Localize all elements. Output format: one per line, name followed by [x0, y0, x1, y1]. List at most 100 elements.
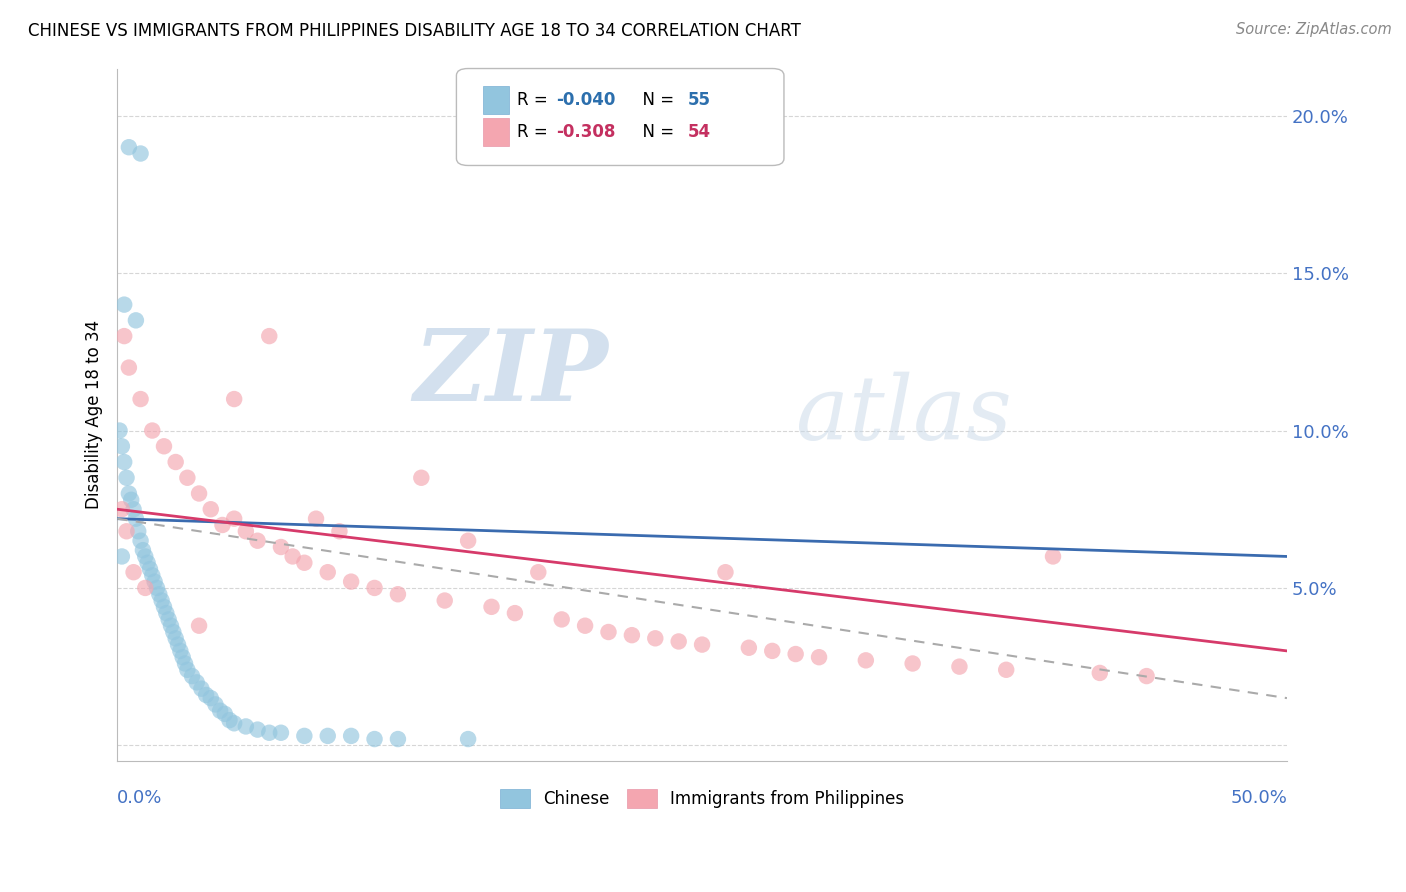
Point [122, 565, 145, 579]
Text: -0.308: -0.308 [555, 123, 616, 141]
Point [188, 618, 211, 632]
Point [115, 524, 138, 539]
Point [1135, 669, 1157, 683]
Point [155, 606, 177, 620]
Point [120, 492, 142, 507]
Point [714, 565, 737, 579]
Point [134, 549, 156, 564]
Point [141, 424, 163, 438]
Point [129, 392, 152, 406]
Point [668, 634, 690, 648]
Point [620, 628, 643, 642]
Point [246, 533, 269, 548]
Text: ZIP: ZIP [413, 325, 609, 422]
Text: R =: R = [517, 123, 553, 141]
Point [195, 688, 218, 702]
Point [162, 625, 184, 640]
Point [141, 568, 163, 582]
Point [259, 329, 281, 343]
Point [108, 424, 131, 438]
Point [738, 640, 761, 655]
Legend: Chinese, Immigrants from Philippines: Chinese, Immigrants from Philippines [494, 782, 911, 815]
Point [574, 618, 596, 632]
Point [118, 486, 141, 500]
Point [127, 524, 149, 539]
Point [235, 719, 257, 733]
Text: 50.0%: 50.0% [1230, 789, 1286, 806]
Point [363, 732, 385, 747]
Point [186, 675, 208, 690]
Point [270, 725, 292, 739]
Point [644, 632, 666, 646]
Point [111, 439, 134, 453]
Point [901, 657, 924, 671]
Point [598, 625, 620, 640]
Point [1088, 665, 1111, 680]
Point [761, 644, 783, 658]
Point [150, 593, 173, 607]
Point [211, 518, 233, 533]
Point [411, 471, 433, 485]
Point [148, 587, 170, 601]
Bar [484, 86, 509, 113]
Point [112, 329, 135, 343]
FancyBboxPatch shape [457, 69, 785, 166]
Point [224, 511, 246, 525]
Point [292, 556, 315, 570]
Point [118, 140, 141, 154]
Point [118, 360, 141, 375]
Point [808, 650, 831, 665]
Point [948, 659, 970, 673]
Point [125, 313, 148, 327]
Point [176, 663, 198, 677]
Point [169, 644, 191, 658]
Point [316, 565, 339, 579]
Point [690, 638, 713, 652]
Point [181, 669, 204, 683]
Point [551, 612, 574, 626]
Point [112, 455, 135, 469]
Point [527, 565, 550, 579]
Text: N =: N = [631, 91, 679, 109]
Point [503, 606, 526, 620]
Text: -0.040: -0.040 [555, 91, 616, 109]
Text: R =: R = [517, 91, 553, 109]
Point [190, 681, 212, 696]
Point [111, 502, 134, 516]
Point [246, 723, 269, 737]
Text: N =: N = [631, 123, 679, 141]
Point [153, 599, 176, 614]
Point [214, 706, 236, 721]
Point [457, 533, 479, 548]
Point [328, 524, 350, 539]
Point [165, 632, 187, 646]
Point [122, 502, 145, 516]
Point [316, 729, 339, 743]
Point [160, 618, 183, 632]
Point [134, 581, 156, 595]
Point [157, 612, 180, 626]
Point [305, 511, 328, 525]
Point [1042, 549, 1064, 564]
Point [172, 650, 194, 665]
Y-axis label: Disability Age 18 to 34: Disability Age 18 to 34 [86, 320, 103, 509]
Text: Source: ZipAtlas.com: Source: ZipAtlas.com [1236, 22, 1392, 37]
Point [259, 725, 281, 739]
Text: 55: 55 [688, 91, 711, 109]
Point [132, 543, 155, 558]
Text: atlas: atlas [796, 371, 1011, 458]
Point [224, 392, 246, 406]
Point [136, 556, 159, 570]
Point [176, 471, 198, 485]
Point [855, 653, 877, 667]
Point [204, 698, 226, 712]
Point [281, 549, 304, 564]
Point [363, 581, 385, 595]
Point [340, 574, 363, 589]
Text: CHINESE VS IMMIGRANTS FROM PHILIPPINES DISABILITY AGE 18 TO 34 CORRELATION CHART: CHINESE VS IMMIGRANTS FROM PHILIPPINES D… [28, 22, 801, 40]
Text: 54: 54 [688, 123, 711, 141]
Point [340, 729, 363, 743]
Point [785, 647, 807, 661]
Point [129, 146, 152, 161]
Point [165, 455, 187, 469]
